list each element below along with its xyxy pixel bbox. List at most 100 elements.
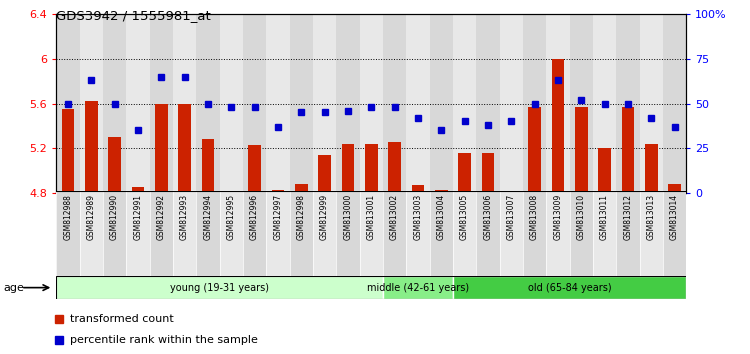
Bar <box>290 191 313 285</box>
Bar <box>430 191 453 285</box>
Bar <box>593 14 616 193</box>
Bar <box>500 14 523 193</box>
Text: GSM812990: GSM812990 <box>110 194 119 240</box>
Bar <box>103 14 126 193</box>
Text: GSM812991: GSM812991 <box>134 194 142 240</box>
Bar <box>80 14 103 193</box>
Text: GSM813011: GSM813011 <box>600 194 609 240</box>
Bar <box>196 14 220 193</box>
Text: GSM812989: GSM812989 <box>87 194 96 240</box>
Text: percentile rank within the sample: percentile rank within the sample <box>70 335 258 345</box>
Bar <box>458 153 471 193</box>
Bar <box>546 14 569 193</box>
Bar <box>640 191 663 285</box>
Bar <box>476 14 500 193</box>
Text: GSM813007: GSM813007 <box>507 194 516 240</box>
Bar <box>406 14 430 193</box>
Text: GSM812995: GSM812995 <box>226 194 236 240</box>
Text: transformed count: transformed count <box>70 314 174 324</box>
Bar <box>528 107 541 193</box>
Bar <box>103 191 126 285</box>
Text: GSM812997: GSM812997 <box>274 194 283 240</box>
Text: GSM813001: GSM813001 <box>367 194 376 240</box>
Bar <box>266 14 290 193</box>
Bar <box>383 276 453 299</box>
Bar <box>173 14 196 193</box>
Bar <box>383 191 406 285</box>
Text: GSM812992: GSM812992 <box>157 194 166 240</box>
Text: GSM812999: GSM812999 <box>320 194 329 240</box>
Bar <box>645 144 658 193</box>
Text: GSM813003: GSM813003 <box>413 194 422 240</box>
Text: GSM813005: GSM813005 <box>460 194 469 240</box>
Bar <box>290 14 313 193</box>
Bar <box>482 153 494 193</box>
Bar <box>616 191 640 285</box>
Bar <box>341 144 354 193</box>
Text: GSM813008: GSM813008 <box>530 194 539 240</box>
Bar <box>173 191 196 285</box>
Bar <box>149 191 173 285</box>
Text: GSM813012: GSM813012 <box>623 194 632 240</box>
Bar <box>388 142 401 193</box>
Bar <box>574 107 588 193</box>
Bar <box>131 187 144 193</box>
Bar <box>243 191 266 285</box>
Bar <box>435 190 448 193</box>
Bar <box>500 191 523 285</box>
Bar <box>149 14 173 193</box>
Bar <box>126 191 149 285</box>
Text: GDS3942 / 1555981_at: GDS3942 / 1555981_at <box>56 9 211 22</box>
Bar <box>295 184 307 193</box>
Text: GSM813000: GSM813000 <box>344 194 352 240</box>
Text: middle (42-61 years): middle (42-61 years) <box>367 282 469 293</box>
Bar <box>622 107 634 193</box>
Bar <box>56 276 383 299</box>
Bar <box>85 101 98 193</box>
Bar <box>220 14 243 193</box>
Bar <box>663 191 686 285</box>
Bar <box>430 14 453 193</box>
Bar <box>62 109 74 193</box>
Text: GSM812994: GSM812994 <box>203 194 212 240</box>
Text: GSM813002: GSM813002 <box>390 194 399 240</box>
Text: GSM812988: GSM812988 <box>64 194 73 240</box>
Bar <box>336 14 359 193</box>
Bar <box>453 191 476 285</box>
Bar <box>108 137 121 193</box>
Bar <box>202 139 214 193</box>
Bar <box>154 104 168 193</box>
Bar <box>56 14 80 193</box>
Text: GSM812993: GSM812993 <box>180 194 189 240</box>
Bar <box>406 191 430 285</box>
Text: young (19-31 years): young (19-31 years) <box>170 282 269 293</box>
Bar <box>266 191 290 285</box>
Bar <box>313 191 336 285</box>
Bar <box>313 14 336 193</box>
Bar <box>364 144 378 193</box>
Bar <box>640 14 663 193</box>
Bar <box>412 185 424 193</box>
Bar <box>248 145 261 193</box>
Bar <box>359 14 383 193</box>
Bar <box>593 191 616 285</box>
Text: GSM813013: GSM813013 <box>646 194 656 240</box>
Text: GSM813006: GSM813006 <box>484 194 493 240</box>
Text: GSM813014: GSM813014 <box>670 194 679 240</box>
Bar <box>663 14 686 193</box>
Text: GSM812998: GSM812998 <box>297 194 306 240</box>
Text: GSM813004: GSM813004 <box>436 194 445 240</box>
Bar <box>453 276 686 299</box>
Bar <box>546 191 569 285</box>
Bar <box>476 191 500 285</box>
Bar <box>523 14 546 193</box>
Text: age: age <box>4 282 25 293</box>
Bar <box>523 191 546 285</box>
Text: GSM812996: GSM812996 <box>250 194 259 240</box>
Bar <box>505 191 518 193</box>
Bar <box>56 191 80 285</box>
Bar <box>453 14 476 193</box>
Bar <box>383 14 406 193</box>
Bar <box>178 104 191 193</box>
Bar <box>598 148 611 193</box>
